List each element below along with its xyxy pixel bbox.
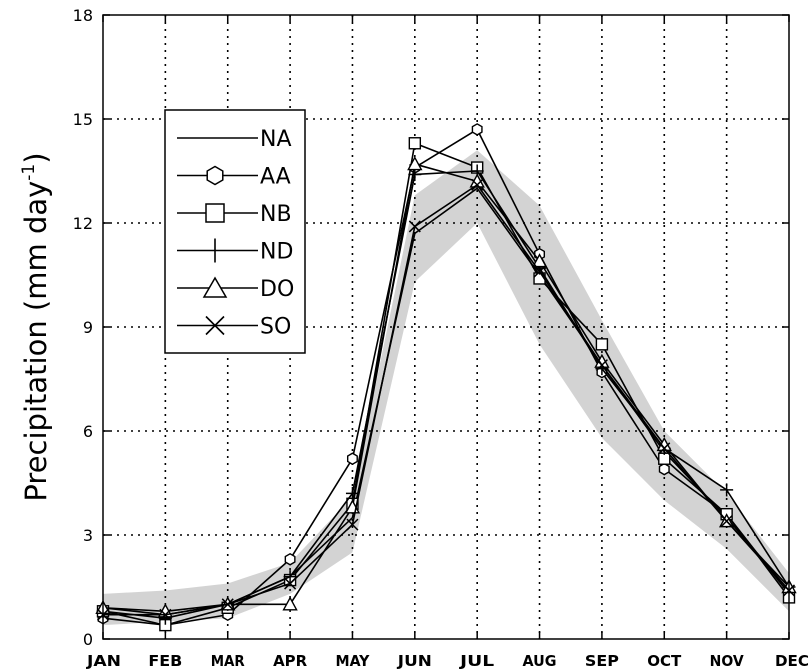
x-tick-label-apr: APR [273, 652, 307, 670]
legend: NA AA NB ND DO SO [164, 109, 306, 354]
grid-layer [103, 15, 789, 639]
point-so-nov [720, 515, 733, 528]
x-tick-label-jul: JUL [459, 652, 495, 670]
point-nb-sep [595, 338, 609, 351]
legend-entry-nb: NB [177, 202, 292, 227]
legend-label-nd: ND [260, 240, 293, 265]
legend-marker-so [205, 315, 225, 336]
point-nd-apr [283, 570, 297, 584]
y-axis-label: Precipitation (mm day-1) [19, 152, 53, 501]
point-nb-jun [408, 137, 422, 150]
point-aa-jul [471, 123, 483, 136]
x-tick-label-sep: SEP [585, 652, 619, 670]
y-tick-label-6: 6 [83, 422, 93, 441]
y-tick-label-9: 9 [83, 318, 93, 337]
x-tick-label-jan: JAN [86, 652, 121, 670]
legend-marker-nb [205, 203, 225, 223]
y-axis-label-superscript: -1 [19, 164, 39, 181]
legend-entry-so: SO [177, 315, 291, 340]
series-line-so [103, 184, 790, 616]
point-so-oct [658, 442, 671, 455]
tick-layer [102, 14, 790, 640]
point-so-jun [408, 220, 421, 233]
legend-label-na: NA [260, 127, 292, 152]
y-tick-label-18: 18 [73, 6, 93, 25]
series-layer [95, 123, 797, 632]
y-tick-label-12: 12 [73, 214, 93, 233]
y-tick-label-3: 3 [83, 526, 93, 545]
uncertainty-band-layer [103, 150, 789, 626]
point-so-mar [221, 598, 234, 611]
legend-entry-na: NA [177, 127, 292, 152]
uncertainty-band [103, 150, 789, 626]
point-do-aug [531, 253, 548, 268]
series-line-aa [102, 128, 790, 626]
legend-marker-do [202, 276, 228, 298]
point-so-jul [471, 178, 484, 191]
point-so-feb [159, 608, 172, 621]
point-nb-oct [658, 452, 671, 465]
legend-entry-aa: AA [177, 165, 291, 190]
x-tick-label-may: MAY [335, 652, 370, 670]
legend-label-aa: AA [260, 165, 291, 190]
y-axis-label-text: Precipitation (mm day [19, 181, 53, 502]
point-aa-may [346, 452, 358, 466]
legend-label-nb: NB [260, 202, 292, 227]
x-tick-label-mar: MAR [211, 652, 245, 670]
series-line-nb [102, 142, 790, 626]
legend-label-do: DO [260, 277, 294, 302]
tick-label-layer: JAN FEB MAR APR MAY JUN JUL AUG SEP OCT NOV DEC 0 3 6 9… [73, 6, 809, 670]
point-do-apr [282, 596, 298, 611]
legend-marker-aa [206, 165, 224, 186]
x-tick-label-jun: JUN [397, 652, 432, 670]
point-nd-may [345, 486, 359, 500]
x-tick-label-nov: NOV [710, 652, 744, 670]
point-aa-apr [284, 552, 296, 566]
x-tick-label-dec: DEC [775, 652, 809, 670]
legend-entry-nd: ND [177, 238, 293, 265]
x-tick-label-feb: FEB [148, 652, 182, 670]
y-axis-label-close: ) [19, 152, 53, 163]
legend-box [164, 109, 306, 354]
y-tick-label-0: 0 [83, 630, 93, 649]
x-tick-label-oct: OCT [647, 652, 682, 670]
y-tick-label-15: 15 [73, 110, 93, 129]
series-so [96, 178, 796, 621]
point-so-sep [595, 359, 608, 372]
x-tick-label-aug: AUG [523, 652, 557, 670]
point-nd-nov [720, 483, 734, 497]
legend-label-so: SO [260, 315, 291, 340]
point-so-apr [284, 577, 297, 590]
point-do-jun [407, 156, 423, 171]
point-so-aug [533, 265, 546, 278]
point-so-may [346, 518, 359, 531]
point-aa-oct [658, 462, 670, 476]
legend-entry-do: DO [177, 276, 294, 302]
